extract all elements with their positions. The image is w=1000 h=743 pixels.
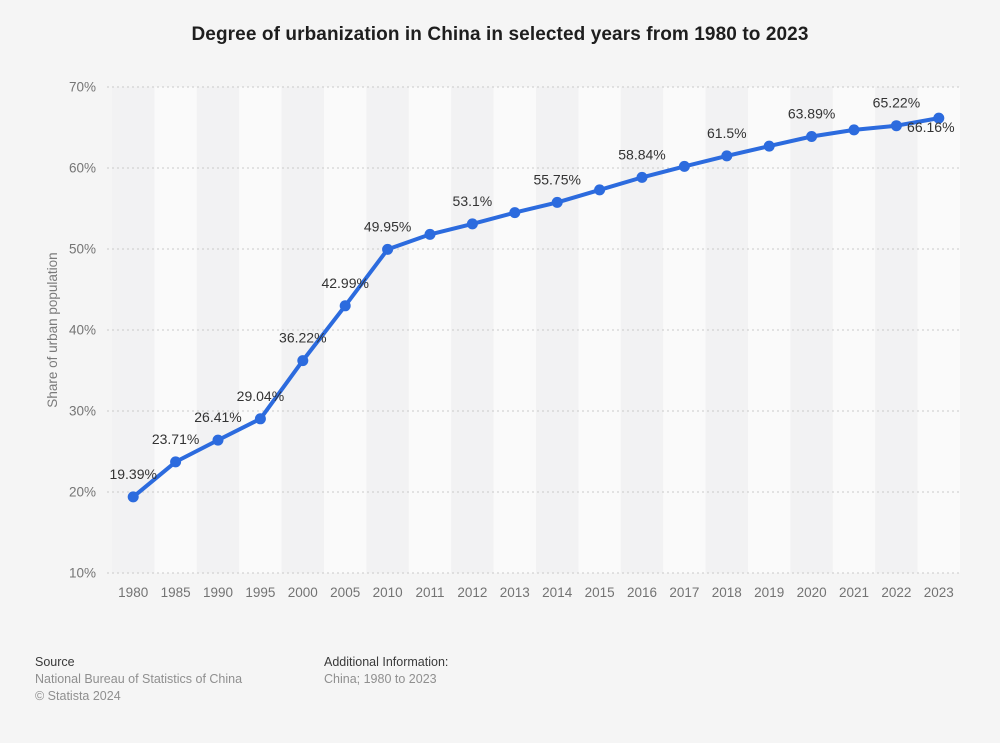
data-point-2017[interactable] xyxy=(678,160,690,172)
data-point-2021[interactable] xyxy=(848,124,860,136)
data-label-2000: 36.22% xyxy=(279,330,326,346)
plot-band-2022 xyxy=(875,87,918,573)
plot-band-2005 xyxy=(324,87,367,573)
plot-band-2017 xyxy=(663,87,706,573)
y-tick-label-60: 60% xyxy=(69,161,96,176)
x-tick-label-2005: 2005 xyxy=(330,585,360,600)
source-block: Source National Bureau of Statistics of … xyxy=(35,654,242,705)
x-tick-label-2023: 2023 xyxy=(924,585,954,600)
data-point-2000[interactable] xyxy=(297,355,309,367)
data-label-1980: 19.39% xyxy=(109,466,156,482)
x-tick-label-2012: 2012 xyxy=(457,585,487,600)
additional-info-value: China; 1980 to 2023 xyxy=(324,672,437,686)
plot-band-2019 xyxy=(748,87,791,573)
data-point-2014[interactable] xyxy=(551,196,563,208)
trend-line xyxy=(131,116,941,499)
source-label: Source xyxy=(35,655,75,669)
data-point-2016[interactable] xyxy=(636,171,648,183)
data-point-2018[interactable] xyxy=(721,150,733,162)
x-tick-label-1990: 1990 xyxy=(203,585,233,600)
x-tick-label-2014: 2014 xyxy=(542,585,573,600)
data-point-2005[interactable] xyxy=(339,300,351,312)
plot-band-2011 xyxy=(408,87,452,573)
x-tick-label-2013: 2013 xyxy=(500,585,530,600)
data-point-2012[interactable] xyxy=(466,218,478,230)
x-tick-label-2020: 2020 xyxy=(797,585,827,600)
data-label-2023: 66.16% xyxy=(907,119,954,135)
data-label-2005: 42.99% xyxy=(321,275,368,291)
data-label-1985: 23.71% xyxy=(152,431,199,447)
additional-info-label: Additional Information: xyxy=(324,655,449,669)
y-tick-label-40: 40% xyxy=(69,323,96,338)
y-axis-title: Share of urban population xyxy=(45,252,60,407)
data-label-1995: 29.04% xyxy=(237,388,284,404)
data-point-1980[interactable] xyxy=(127,491,139,503)
x-tick-label-2011: 2011 xyxy=(415,585,444,600)
data-point-2010[interactable] xyxy=(382,243,394,255)
x-tick-label-2015: 2015 xyxy=(585,585,615,600)
data-label-2018: 61.5% xyxy=(707,125,747,141)
x-tick-label-2010: 2010 xyxy=(373,585,403,600)
chart-canvas: 10% 20% 30% 40% 50% 60% 70% Share of urban popu… xyxy=(45,80,960,600)
data-label-2010: 49.95% xyxy=(364,218,411,234)
x-tick-label-2017: 2017 xyxy=(669,585,699,600)
data-point-2015[interactable] xyxy=(594,184,606,196)
y-tick-label-50: 50% xyxy=(69,242,96,257)
y-tick-label-20: 20% xyxy=(69,485,96,500)
data-point-1995[interactable] xyxy=(254,413,266,425)
data-label-2016: 58.84% xyxy=(618,146,665,162)
data-point-2020[interactable] xyxy=(806,131,818,142)
data-label-2020: 63.89% xyxy=(788,106,835,122)
plot-band-1995 xyxy=(239,87,282,573)
data-label-2012: 53.1% xyxy=(453,193,493,209)
plot-band-2015 xyxy=(578,87,621,573)
x-tick-label-1995: 1995 xyxy=(245,585,275,600)
x-tick-label-2016: 2016 xyxy=(627,585,657,600)
source-name: National Bureau of Statistics of China xyxy=(35,672,243,686)
data-label-2022: 65.22% xyxy=(873,95,920,111)
data-point-2022[interactable] xyxy=(890,120,902,132)
data-point-1985[interactable] xyxy=(170,456,182,468)
y-tick-label-10: 10% xyxy=(69,566,96,581)
data-label-2014: 55.75% xyxy=(533,171,580,187)
data-point-2019[interactable] xyxy=(763,140,775,152)
x-tick-label-2000: 2000 xyxy=(288,585,318,600)
x-tick-label-2019: 2019 xyxy=(754,585,784,600)
data-point-2013[interactable] xyxy=(509,207,521,219)
copyright: © Statista 2024 xyxy=(35,689,121,703)
y-tick-label-30: 30% xyxy=(69,404,96,419)
y-tick-label-70: 70% xyxy=(69,80,96,95)
x-tick-label-1985: 1985 xyxy=(161,585,191,600)
additional-info-block: Additional Information: China; 1980 to 2… xyxy=(324,654,448,688)
data-point-2011[interactable] xyxy=(424,228,436,240)
plot-band-2013 xyxy=(493,87,536,573)
x-tick-label-2021: 2021 xyxy=(839,585,869,600)
x-tick-label-2018: 2018 xyxy=(712,585,742,600)
data-point-1990[interactable] xyxy=(212,434,224,446)
x-tick-label-2022: 2022 xyxy=(881,585,911,600)
plot-band-2020 xyxy=(790,87,833,573)
data-label-1990: 26.41% xyxy=(194,409,241,425)
data-point-2023[interactable] xyxy=(933,112,945,124)
chart-title: Degree of urbanization in China in selec… xyxy=(191,24,809,45)
x-tick-label-1980: 1980 xyxy=(118,585,148,600)
plot-band-1985 xyxy=(154,87,197,573)
